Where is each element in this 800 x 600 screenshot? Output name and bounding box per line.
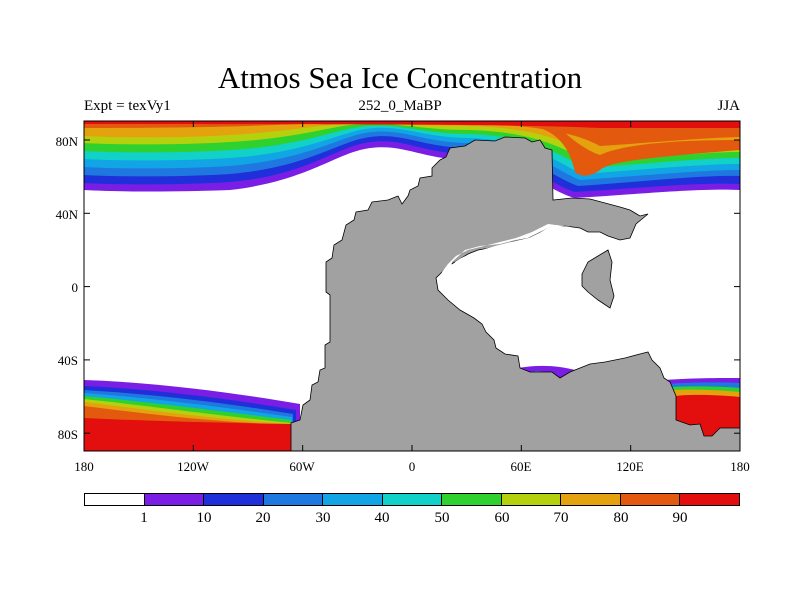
lat-label-80s: 80S xyxy=(57,427,78,442)
lat-label-0: 0 xyxy=(71,280,79,295)
lon-label-60w: 60W xyxy=(289,459,315,474)
time-label: 252_0_MaBP xyxy=(358,98,442,114)
lon-label-120w: 120W xyxy=(177,459,209,474)
lat-label-80n: 80N xyxy=(55,134,78,149)
south-ice-band-10 xyxy=(84,418,291,451)
colorbar-cell-2 xyxy=(204,494,264,505)
colorbar-cell-10 xyxy=(680,494,740,505)
lat-label-40s: 40S xyxy=(57,353,78,368)
colorbar-label-80: 80 xyxy=(613,510,629,526)
tethys-interior xyxy=(454,232,608,310)
colorbar-cell-7 xyxy=(501,494,562,505)
lon-label-120e: 120E xyxy=(616,459,644,474)
colorbar-cell-1 xyxy=(144,494,205,505)
colorbar-cell-0 xyxy=(85,494,145,505)
colorbar-cell-6 xyxy=(442,494,502,505)
season-label: JJA xyxy=(717,98,740,114)
lon-label-180e: 180 xyxy=(730,459,750,474)
north-ice-band-9 xyxy=(84,121,740,146)
lat-label-40n: 40N xyxy=(55,207,78,222)
tethys-peninsula xyxy=(581,249,615,309)
colorbar-label-20: 20 xyxy=(255,510,271,526)
colorbar-cell-5 xyxy=(382,494,443,505)
experiment-label: Expt = texVy1 xyxy=(84,98,171,114)
lon-label-60e: 60E xyxy=(510,459,532,474)
north-ice-tongue xyxy=(540,128,740,176)
colorbar xyxy=(84,493,740,506)
colorbar-label-50: 50 xyxy=(434,510,450,526)
colorbar-cell-3 xyxy=(263,494,324,505)
colorbar-label-10: 10 xyxy=(196,510,212,526)
colorbar-cell-9 xyxy=(620,494,681,505)
colorbar-cell-8 xyxy=(561,494,621,505)
colorbar-cell-4 xyxy=(323,494,383,505)
lon-label-180w: 180 xyxy=(74,459,94,474)
colorbar-label-30: 30 xyxy=(315,510,331,526)
lon-label-0: 0 xyxy=(408,459,416,474)
map-title: Atmos Sea Ice Concentration xyxy=(217,60,583,95)
colorbar-label-90: 90 xyxy=(672,510,688,526)
axis-ticks xyxy=(83,121,741,451)
colorbar-label-1: 1 xyxy=(140,510,148,526)
colorbar-label-60: 60 xyxy=(494,510,510,526)
colorbar-label-40: 40 xyxy=(374,510,390,526)
pangea-land xyxy=(290,136,740,451)
colorbar-label-70: 70 xyxy=(553,510,569,526)
